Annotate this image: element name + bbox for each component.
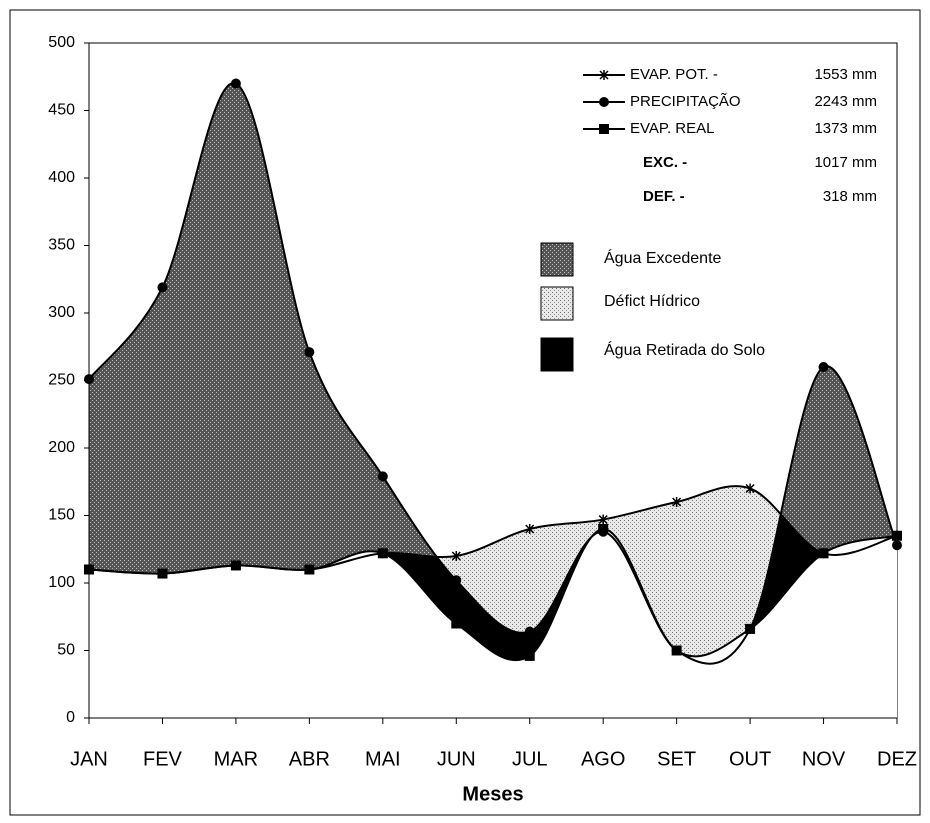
legend-total: 1553 mm (814, 66, 877, 83)
y-tick-label: 450 (48, 102, 75, 119)
x-tick-label: JUN (437, 748, 476, 770)
legend-label: EVAP. REAL (630, 120, 715, 137)
marker (377, 548, 388, 559)
marker (671, 645, 682, 656)
legend-area: Água Retirada do Solo (604, 342, 765, 359)
note-label: EXC. - (643, 154, 687, 171)
x-tick-label: OUT (729, 748, 771, 770)
y-tick-label: 300 (48, 304, 75, 321)
x-axis-label: Meses (462, 783, 523, 805)
marker (818, 548, 829, 559)
x-tick-label: AGO (581, 748, 625, 770)
legend-area: Défict Hídrico (604, 293, 701, 310)
marker (304, 564, 315, 575)
note-value: 318 mm (823, 188, 877, 205)
legend-area-label: Défict Hídrico (604, 293, 701, 310)
y-tick-label: 150 (48, 507, 75, 524)
marker (451, 618, 462, 629)
x-tick-label: NOV (802, 748, 846, 770)
y-tick-label: 500 (48, 34, 75, 51)
marker (599, 97, 609, 107)
marker (157, 282, 168, 293)
marker (377, 471, 388, 482)
legend-area-label: Água Retirada do Solo (604, 342, 765, 359)
marker (672, 497, 682, 507)
y-tick-label: 250 (48, 372, 75, 389)
legend-label: EVAP. POT. - (630, 66, 718, 83)
marker (451, 551, 461, 561)
legend-swatch (540, 286, 574, 321)
legend-area-label: Água Excedente (604, 250, 722, 267)
marker (745, 623, 756, 634)
legend-total: 2243 mm (814, 93, 877, 110)
legend-label: PRECIPITAÇÃO (630, 93, 741, 110)
note-value: 1017 mm (814, 154, 877, 171)
marker (892, 540, 902, 551)
frame (9, 9, 921, 816)
y-tick-label: 200 (48, 439, 75, 456)
x-tick-label: DEZ (877, 748, 917, 770)
y-tick-label: 50 (57, 642, 75, 659)
legend-swatch (540, 337, 574, 372)
legend-area: Água Excedente (604, 250, 722, 267)
x-tick-label: FEV (143, 748, 183, 770)
x-tick-label: JUL (512, 748, 548, 770)
x-tick-label: MAI (365, 748, 401, 770)
y-tick-label: 0 (66, 709, 75, 726)
marker (599, 70, 609, 80)
excess-area (89, 82, 897, 719)
marker (598, 524, 609, 534)
marker (157, 568, 168, 579)
marker (451, 575, 462, 586)
series-line (88, 82, 898, 665)
x-tick-label: ABR (289, 748, 330, 770)
marker (599, 124, 609, 134)
marker (525, 524, 535, 534)
x-tick-label: SET (657, 748, 696, 770)
below-real (89, 528, 897, 718)
y-tick-label: 400 (48, 169, 75, 186)
x-tick-label: MAR (214, 748, 258, 770)
marker (230, 560, 241, 571)
marker (524, 650, 535, 661)
x-tick-label: JAN (70, 748, 108, 770)
marker (230, 78, 241, 89)
y-tick-label: 350 (48, 237, 75, 254)
marker (818, 362, 829, 372)
note-label: DEF. - (643, 188, 685, 205)
legend-swatch (540, 242, 574, 277)
marker (892, 530, 902, 541)
marker (304, 347, 315, 358)
legend-total: 1373 mm (814, 120, 877, 137)
marker (524, 626, 535, 637)
marker (598, 514, 608, 525)
y-tick-label: 100 (48, 574, 75, 591)
marker (745, 483, 755, 494)
